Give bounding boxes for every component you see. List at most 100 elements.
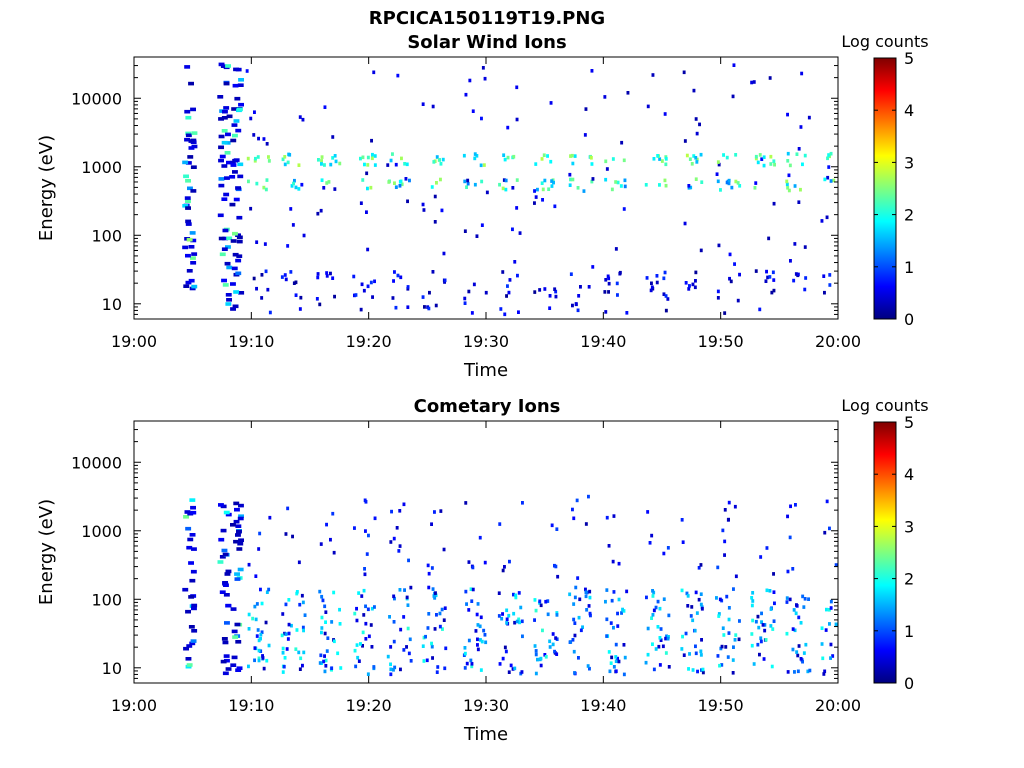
heatmap-cell (436, 665, 440, 669)
heatmap-cell (584, 587, 587, 592)
heatmap-cell (614, 669, 618, 673)
heatmap-cell (820, 642, 824, 646)
heatmap-cell (789, 504, 792, 509)
heatmap-cell (467, 638, 471, 643)
heatmap-cell (424, 634, 427, 639)
heatmap-cell (297, 560, 301, 565)
heatmap-cell (759, 555, 763, 559)
heatmap-cell (770, 664, 774, 669)
heatmap-cell (398, 184, 402, 188)
heatmap-cell (616, 293, 619, 297)
heatmap-cell (301, 117, 305, 122)
heatmap-cell (232, 252, 239, 257)
heatmap-cell (182, 245, 189, 250)
heatmap-cell (610, 655, 614, 660)
heatmap-cell (320, 159, 323, 163)
heatmap-cell (223, 583, 229, 587)
heatmap-cell (475, 234, 479, 238)
heatmap-cell (354, 293, 358, 297)
heatmap-cell (651, 73, 655, 77)
heatmap-cell (644, 183, 648, 187)
heatmap-cells-cometary (182, 494, 838, 677)
heatmap-cell (609, 661, 613, 665)
heatmap-cell (324, 658, 328, 663)
heatmap-cell (255, 634, 259, 638)
heatmap-cell (786, 151, 790, 156)
heatmap-cell (222, 640, 229, 645)
heatmap-cell (222, 228, 229, 233)
heatmap-cell (538, 599, 542, 604)
heatmap-cell (396, 73, 400, 78)
heatmap-cell (235, 233, 241, 237)
heatmap-cell (732, 63, 736, 67)
heatmap-cell (754, 619, 758, 624)
heatmap-cell (646, 510, 650, 514)
heatmap-cell (604, 278, 608, 282)
heatmap-cell (724, 645, 728, 649)
heatmap-cell (281, 670, 285, 674)
heatmap-cell (614, 642, 618, 647)
heatmap-cell (785, 600, 789, 604)
heatmap-cell (286, 506, 290, 511)
heatmap-cell (224, 621, 230, 625)
heatmap-cell (257, 638, 261, 643)
heatmap-cell (793, 670, 796, 674)
heatmap-cell (786, 514, 789, 519)
heatmap-cell (439, 509, 443, 513)
heatmap-cell (577, 294, 581, 298)
heatmap-cell (406, 287, 410, 291)
heatmap-cell (508, 278, 512, 282)
heatmap-cell (660, 159, 664, 163)
heatmap-cell (666, 297, 670, 301)
heatmap-cell (534, 649, 538, 653)
heatmap-cell (356, 655, 360, 660)
heatmap-cell (221, 116, 228, 120)
heatmap-cell (218, 183, 225, 188)
heatmap-cell (541, 187, 545, 192)
heatmap-cell (361, 178, 365, 182)
heatmap-cell (392, 279, 395, 283)
y-ticks-cometary: 10 100 1000 10000 (71, 429, 838, 679)
heatmap-cell (699, 649, 703, 654)
x-tick-label: 19:20 (346, 696, 392, 715)
panel-title-solar-wind: Solar Wind Ions (407, 32, 566, 53)
heatmap-cell (231, 123, 238, 127)
heatmap-cell (237, 174, 244, 179)
heatmap-cell (699, 152, 703, 157)
heatmap-cell (723, 508, 727, 512)
heatmap-cell (688, 652, 691, 656)
heatmap-cell (695, 611, 699, 615)
heatmap-cell (473, 182, 477, 187)
heatmap-cell (222, 236, 229, 241)
heatmap-cell (373, 163, 377, 167)
heatmap-cell (514, 595, 518, 600)
heatmap-cell (393, 270, 396, 274)
heatmap-cell (505, 617, 509, 622)
colorbar-solar-wind: 0 1 2 3 4 5 (873, 49, 914, 329)
heatmap-cell (616, 656, 619, 661)
heatmap-cell (470, 599, 474, 603)
heatmap-cell (825, 607, 828, 612)
heatmap-cell (584, 107, 588, 111)
heatmap-cell (237, 541, 244, 546)
heatmap-cell (463, 651, 467, 656)
heatmap-cell (625, 589, 629, 594)
heatmap-cell (191, 252, 198, 256)
x-tick-label: 19:30 (463, 696, 509, 715)
heatmap-cell (185, 657, 192, 661)
heatmap-cell (548, 294, 552, 298)
colorbar-tick-label: 3 (904, 153, 914, 172)
heatmap-cell (681, 540, 685, 544)
heatmap-cell (325, 181, 329, 185)
heatmap-cell (604, 177, 608, 182)
heatmap-cell (579, 628, 583, 633)
heatmap-cell (289, 270, 293, 274)
heatmap-cell (372, 665, 376, 669)
colorbar-cometary: 0 1 2 3 4 5 (873, 413, 914, 693)
heatmap-cell (692, 154, 696, 158)
heatmap-cell (507, 670, 511, 674)
heatmap-cell (333, 294, 336, 299)
heatmap-cell (699, 592, 703, 596)
heatmap-cell (280, 275, 284, 279)
heatmap-cell (541, 198, 544, 202)
